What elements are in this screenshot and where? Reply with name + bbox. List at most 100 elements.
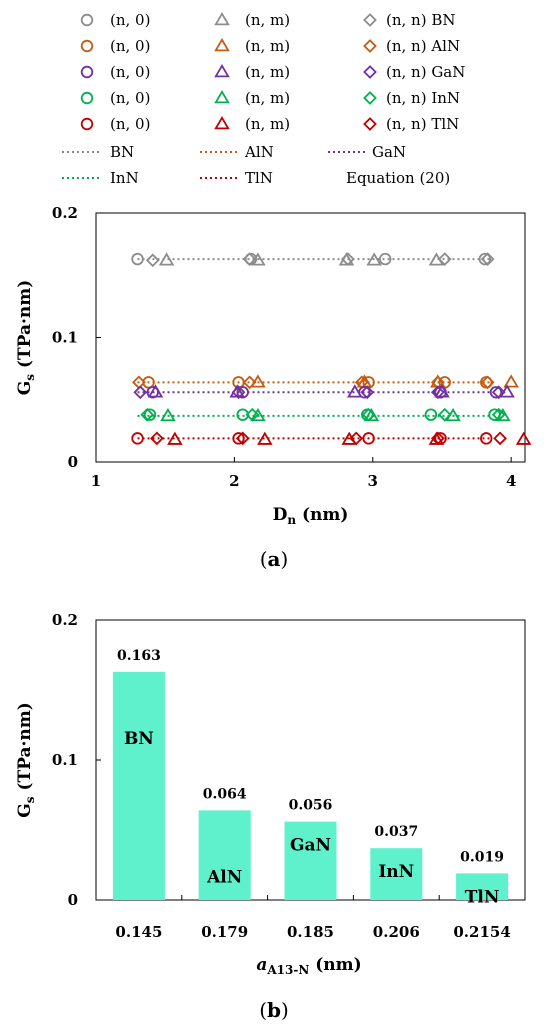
bar-material-label: InN (378, 862, 414, 882)
legend-chiral-marker (214, 116, 230, 130)
legend-armchair-marker (363, 65, 377, 79)
point-armchair-inn (140, 407, 155, 422)
legend-label: (n, n) TlN (386, 115, 459, 133)
bar-value-label: 0.037 (374, 824, 418, 840)
legend-label: (n, 0) (110, 89, 150, 107)
point-zigzag-gan (146, 386, 159, 399)
legend-label: (n, m) (245, 115, 290, 133)
legend-label: (n, 0) (110, 37, 150, 55)
point-zigzag-inn (424, 408, 438, 421)
legend-label: (n, n) BN (386, 11, 455, 29)
legend-label: (n, m) (245, 37, 290, 55)
legend-label: (n, m) (245, 11, 290, 29)
x-axis-label-a: Dn (nm) (273, 505, 349, 527)
bar-value-label: 0.019 (460, 849, 504, 865)
legend-line-label: AlN (244, 143, 274, 161)
point-zigzag-bn (478, 252, 492, 266)
point-chiral-inn (250, 407, 266, 422)
point-chiral-aln (503, 374, 519, 388)
point-zigzag-gan (236, 386, 249, 399)
legend-armchair-marker (363, 91, 377, 105)
bar-material-label: AlN (206, 867, 242, 887)
point-armchair-gan (491, 385, 506, 400)
legend-line-label: BN (110, 143, 134, 161)
bar-value-label: 0.056 (289, 798, 333, 814)
legend-zigzag-marker (80, 13, 94, 27)
y-tick-label-b: 0 (68, 891, 78, 909)
point-chiral-tln (257, 431, 273, 445)
point-chiral-bn (366, 252, 382, 266)
point-armchair-bn (480, 252, 495, 266)
legend-chiral-marker (214, 12, 230, 26)
point-armchair-bn (242, 252, 257, 266)
point-chiral-bn (158, 252, 175, 266)
bar-bn (112, 671, 165, 900)
legend-label: (n, n) AlN (386, 37, 460, 55)
y-tick-label-a: 0.1 (52, 329, 78, 347)
legend-line-label: GaN (372, 143, 406, 161)
point-chiral-tln (515, 431, 532, 445)
legend-label: (n, n) InN (386, 89, 460, 107)
y-axis-label-b: Gs (TPa·nm) (15, 702, 37, 818)
legend-label: (n, m) (245, 89, 290, 107)
point-armchair-inn (245, 407, 260, 422)
y-axis-label-text: Gs (TPa·nm) (15, 280, 37, 396)
point-armchair-bn (340, 252, 355, 266)
x-tick-label-a: 3 (368, 472, 378, 490)
x-tick-label-b: 0.179 (201, 923, 248, 941)
point-armchair-gan (430, 385, 445, 400)
point-chiral-tln (167, 431, 183, 445)
point-chiral-bn (428, 252, 445, 266)
legend-armchair-marker (363, 39, 377, 53)
y-tick-label-b: 0.1 (52, 751, 78, 769)
caption-a: (a) (260, 547, 289, 571)
point-armchair-bn (437, 252, 452, 266)
point-armchair-gan (360, 385, 375, 400)
legend-line-label: InN (110, 169, 139, 187)
bar-value-label: 0.163 (117, 648, 161, 664)
point-chiral-tln (341, 431, 358, 445)
bar-gan (284, 821, 337, 900)
x-tick-label-a: 1 (91, 472, 101, 490)
point-armchair-tln (235, 431, 250, 446)
point-armchair-inn (491, 407, 506, 422)
point-zigzag-gan (489, 386, 503, 399)
legend-chiral-marker (214, 64, 230, 78)
point-chiral-gan (434, 384, 450, 398)
y-axis-label-a: Gs (TPa·nm) (15, 280, 37, 396)
legend-label: (n, n) GaN (386, 63, 465, 81)
legend-zigzag-marker (80, 117, 94, 131)
bar-aln (198, 810, 251, 900)
x-tick-label-b: 0.145 (115, 923, 162, 941)
point-zigzag-tln (131, 432, 144, 445)
y-tick-label-a: 0.2 (52, 204, 78, 222)
x-tick-label-b: 0.206 (373, 923, 420, 941)
point-armchair-inn (361, 407, 376, 422)
legend-chiral-marker (214, 38, 230, 52)
point-chiral-inn (160, 407, 176, 422)
point-armchair-bn (145, 253, 160, 268)
legend-zigzag-marker (80, 39, 94, 53)
legend-zigzag-marker (80, 65, 94, 79)
y-tick-label-a: 0 (68, 453, 78, 471)
bar-material-label: BN (124, 729, 154, 749)
legend-zigzag-marker (80, 91, 94, 105)
bar-material-label: TlN (465, 887, 500, 907)
point-zigzag-aln (438, 376, 451, 389)
x-tick-label-a: 4 (506, 472, 516, 490)
bar-value-label: 0.064 (203, 786, 247, 802)
point-armchair-tln (430, 431, 445, 446)
x-tick-label-a: 2 (229, 472, 239, 490)
caption-b: (b) (259, 998, 289, 1022)
legend-label: (n, m) (245, 63, 290, 81)
legend-armchair-marker (363, 117, 377, 131)
legend-chiral-marker (214, 90, 230, 104)
point-armchair-tln (493, 431, 507, 446)
point-zigzag-bn (379, 252, 392, 266)
point-armchair-inn (437, 407, 452, 422)
point-armchair-gan (133, 385, 148, 400)
legend-line-label: Equation (20) (346, 169, 450, 187)
x-axis-label-b: aA13-N (nm) (256, 955, 361, 977)
x-tick-label-b: 0.2154 (453, 923, 510, 941)
